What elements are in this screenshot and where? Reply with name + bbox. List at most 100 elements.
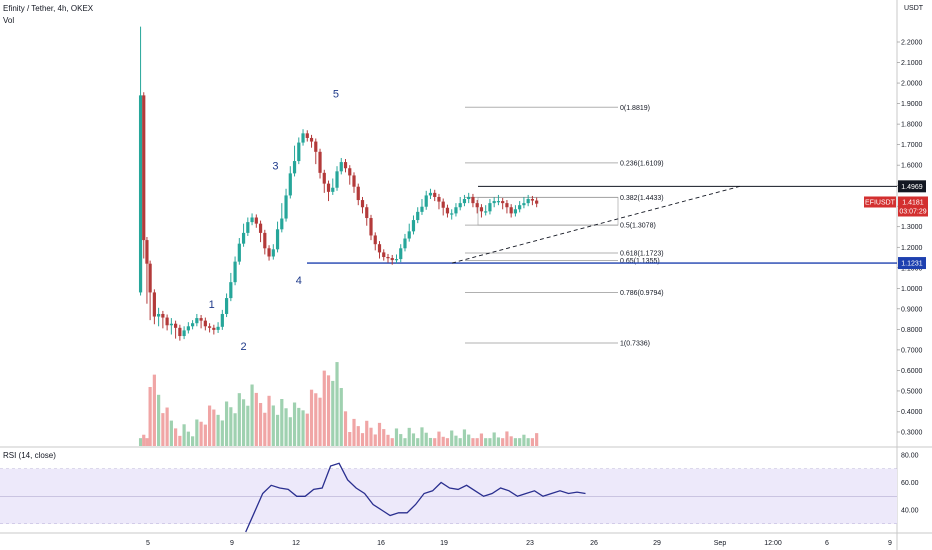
candle-body xyxy=(450,213,454,215)
candle-body xyxy=(496,201,501,203)
volume-bar xyxy=(331,380,335,446)
price-tick-label: 0.4000 xyxy=(901,409,923,416)
candle-body xyxy=(331,187,335,192)
candle-body xyxy=(488,203,492,212)
volume-bar xyxy=(148,386,152,446)
candle-body xyxy=(318,151,322,173)
candle-body xyxy=(237,243,241,262)
currency-label: USDT xyxy=(904,5,924,12)
volume-bar xyxy=(318,397,322,446)
time-tick-label: 6 xyxy=(825,540,829,547)
candle-body xyxy=(322,172,326,184)
volume-bar xyxy=(373,434,377,446)
time-tick-label: Sep xyxy=(714,540,727,547)
wave-label: 5 xyxy=(333,88,339,100)
time-tick-label: 5 xyxy=(146,540,150,547)
fib-level-label: 1(0.7336) xyxy=(620,340,650,347)
volume-bar xyxy=(382,429,386,446)
price-tick-label: 0.5000 xyxy=(901,388,923,395)
candle-body xyxy=(152,292,156,317)
chart-title: Efinity / Tether, 4h, OKEX xyxy=(3,4,94,13)
volume-bar xyxy=(458,438,462,446)
candle-body xyxy=(169,323,173,326)
volume-bar xyxy=(352,418,356,446)
volume-bar xyxy=(254,392,258,446)
volume-bar xyxy=(335,362,339,446)
volume-bar xyxy=(403,438,407,446)
ascending-trendline xyxy=(451,185,741,264)
candle-body xyxy=(292,161,297,174)
volume-bar xyxy=(212,409,216,446)
price-tick-label: 1.8000 xyxy=(901,122,923,129)
volume-bar xyxy=(420,427,424,446)
volume-bar xyxy=(360,433,365,446)
candle-body xyxy=(275,229,280,250)
volume-bar xyxy=(169,420,173,446)
volume-bar xyxy=(203,424,207,446)
volume-bar xyxy=(237,393,241,446)
volume-bar xyxy=(462,429,467,446)
wave-label: 4 xyxy=(296,275,302,287)
volume-bar xyxy=(314,393,318,446)
candle-body xyxy=(399,248,403,260)
candle-body xyxy=(207,326,212,328)
candle-body xyxy=(314,141,318,152)
volume-bar xyxy=(377,422,382,446)
candle-body xyxy=(377,244,382,253)
volume-legend: Vol xyxy=(3,16,15,25)
price-tick-label: 1.2000 xyxy=(901,245,923,252)
volume-bar xyxy=(471,438,475,446)
candle-body xyxy=(309,137,314,142)
candle-body xyxy=(535,200,539,204)
candle-body xyxy=(335,171,339,188)
time-tick-label: 12 xyxy=(292,540,300,547)
volume-bar xyxy=(522,434,526,446)
price-tick-label: 0.6000 xyxy=(901,368,923,375)
candle-body xyxy=(301,133,305,143)
price-tick-label: 2.1000 xyxy=(901,60,923,67)
volume-bar xyxy=(339,388,343,446)
candle-body xyxy=(191,323,195,327)
volume-bar xyxy=(216,414,220,446)
candle-body xyxy=(505,203,509,208)
candle-body xyxy=(513,209,518,214)
candle-body xyxy=(182,330,186,337)
rsi-line xyxy=(245,462,586,533)
rsi-tick-label: 80.00 xyxy=(901,453,919,460)
volume-bar xyxy=(424,432,428,446)
volume-bar xyxy=(288,417,292,446)
candle-body xyxy=(203,320,207,327)
fib-level-label: 0.382(1.4433) xyxy=(620,195,664,202)
price-tick-label: 0.9000 xyxy=(901,306,923,313)
volume-bar xyxy=(165,407,169,446)
volume-bar xyxy=(301,410,305,446)
candle-body xyxy=(246,222,250,233)
volume-bar xyxy=(220,420,224,446)
time-tick-label: 9 xyxy=(888,540,892,547)
candle-body xyxy=(233,261,237,283)
candle-body xyxy=(148,263,152,293)
candle-body xyxy=(522,203,526,206)
volume-bar xyxy=(182,424,186,446)
resistance-tag xyxy=(898,180,926,193)
volume-bar xyxy=(191,436,195,446)
candle-body xyxy=(178,327,182,337)
volume-bar xyxy=(186,431,190,446)
wave-label: 3 xyxy=(272,160,278,172)
volume-bar xyxy=(246,405,250,446)
candle-body xyxy=(526,199,530,204)
symbol-tag xyxy=(864,196,896,208)
price-tick-label: 1.6000 xyxy=(901,163,923,170)
volume-bar xyxy=(518,438,522,446)
candle-body xyxy=(165,317,169,326)
volume-bar xyxy=(356,426,360,446)
candle-body xyxy=(224,298,229,314)
candle-body xyxy=(471,196,475,204)
volume-bar xyxy=(433,438,437,446)
volume-bar xyxy=(437,431,441,446)
candle-body xyxy=(343,162,348,169)
volume-bar xyxy=(492,432,496,446)
volume-bar xyxy=(365,420,369,446)
volume-bar xyxy=(484,438,488,446)
